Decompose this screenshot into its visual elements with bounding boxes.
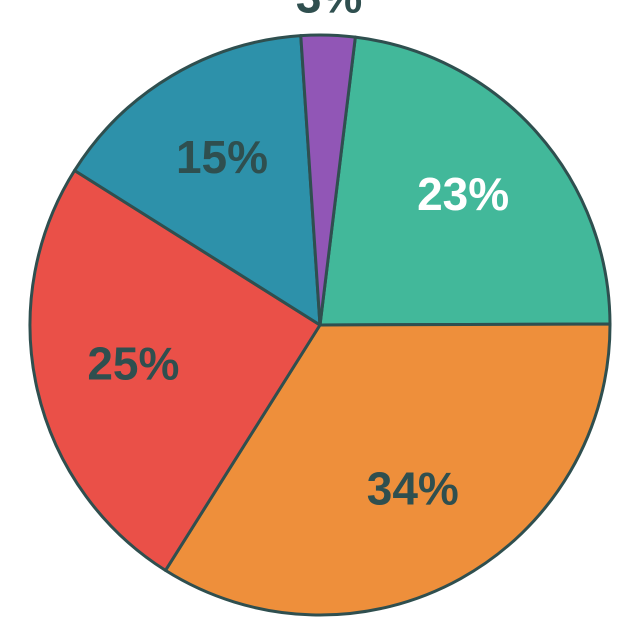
pie-chart: 23% 34% 25% 15% 3%: [0, 0, 640, 640]
pie-slice-label: 3%: [296, 0, 362, 22]
pie-slice-label: 23%: [417, 168, 509, 220]
pie-slice-label: 25%: [87, 338, 179, 390]
pie-slice-label: 15%: [176, 131, 268, 183]
pie-slice-label: 34%: [367, 463, 459, 515]
